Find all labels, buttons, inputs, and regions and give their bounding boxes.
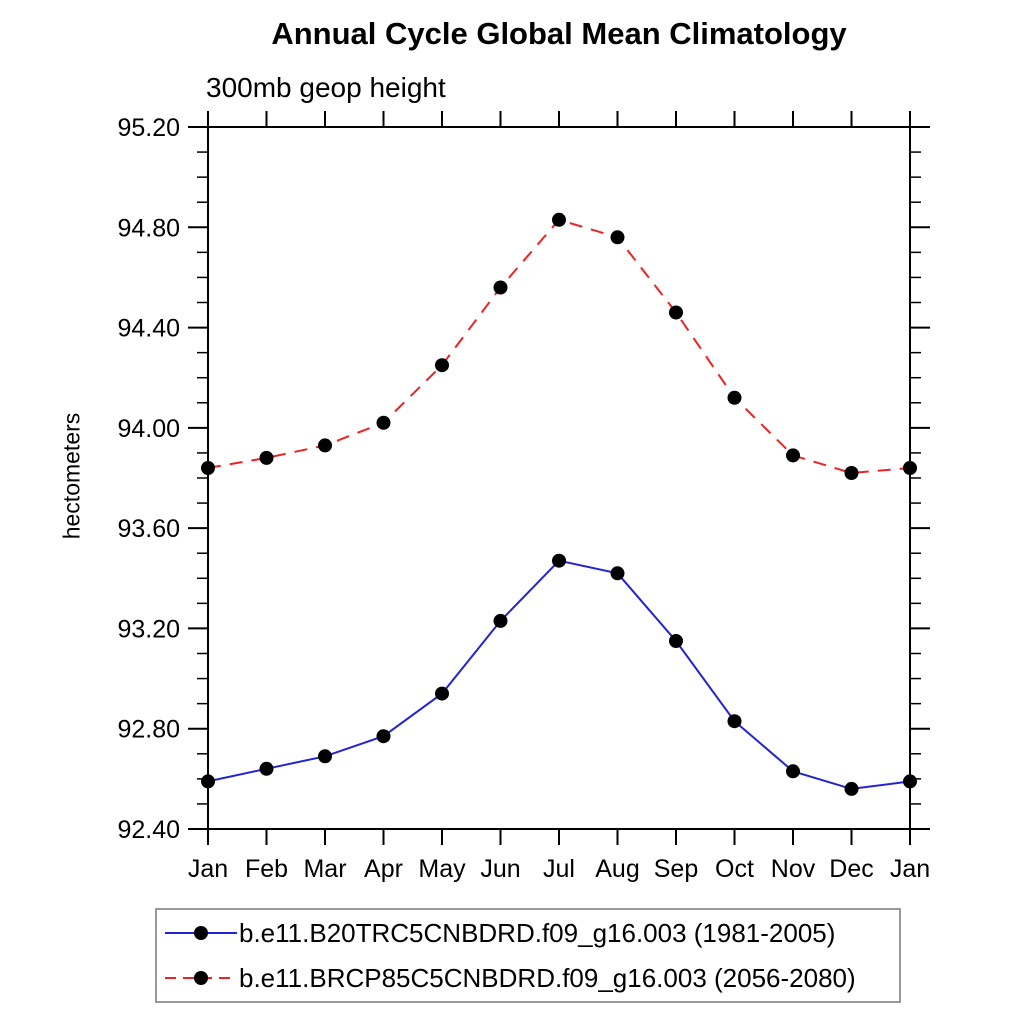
x-tick-label: Apr bbox=[364, 855, 403, 883]
x-tick-label: Jan bbox=[188, 855, 228, 883]
y-tick-label: 92.40 bbox=[117, 816, 180, 844]
data-point-marker-s1 bbox=[493, 280, 508, 295]
data-point-marker-s1 bbox=[201, 461, 215, 475]
data-point-marker-s0 bbox=[844, 781, 859, 796]
legend-marker-dot bbox=[194, 926, 208, 940]
y-tick-label: 94.80 bbox=[117, 214, 180, 242]
x-tick-label: Mar bbox=[303, 855, 346, 883]
data-point-marker-s0 bbox=[435, 686, 449, 701]
legend-label-historical: b.e11.B20TRC5CNBDRD.f09_g16.003 (1981-20… bbox=[239, 917, 836, 948]
legend-sample-solid-line bbox=[165, 926, 237, 940]
data-point-marker-s0 bbox=[493, 613, 508, 628]
legend-label-rcp85: b.e11.BRCP85C5CNBDRD.f09_g16.003 (2056-2… bbox=[239, 962, 856, 993]
data-point-marker-s0 bbox=[376, 729, 391, 744]
data-point-marker-s0 bbox=[786, 764, 800, 779]
y-tick-label: 95.20 bbox=[117, 114, 180, 142]
data-point-marker-s1 bbox=[903, 461, 917, 475]
y-tick-label: 94.00 bbox=[117, 415, 180, 443]
data-point-marker-s0 bbox=[552, 553, 566, 568]
y-tick-label: 94.40 bbox=[117, 315, 180, 343]
x-tick-label: May bbox=[418, 855, 466, 883]
x-tick-label: Jul bbox=[543, 855, 575, 883]
legend-entry-historical: b.e11.B20TRC5CNBDRD.f09_g16.003 (1981-20… bbox=[163, 911, 899, 955]
data-point-marker-s1 bbox=[318, 438, 332, 453]
data-point-marker-s0 bbox=[318, 749, 332, 764]
plot-frame bbox=[207, 126, 911, 830]
legend-marker-dot bbox=[194, 971, 208, 985]
data-point-marker-s0 bbox=[669, 634, 683, 648]
data-point-marker-s0 bbox=[727, 714, 742, 729]
data-point-marker-s1 bbox=[259, 450, 274, 465]
legend-box: b.e11.B20TRC5CNBDRD.f09_g16.003 (1981-20… bbox=[155, 908, 901, 1003]
legend-sample-dashed-line bbox=[165, 971, 237, 985]
legend-entry-rcp85: b.e11.BRCP85C5CNBDRD.f09_g16.003 (2056-2… bbox=[163, 956, 899, 1000]
chart-title: Annual Cycle Global Mean Climatology bbox=[271, 16, 847, 51]
y-tick-label: 93.20 bbox=[117, 615, 180, 643]
x-tick-label: Feb bbox=[245, 855, 288, 883]
data-point-marker-s0 bbox=[610, 566, 625, 581]
x-tick-label: Jun bbox=[480, 855, 520, 883]
data-point-marker-s1 bbox=[669, 305, 683, 320]
data-point-marker-s0 bbox=[259, 761, 274, 776]
series-line-0 bbox=[207, 559, 911, 790]
chart-subtitle: 300mb geop height bbox=[206, 72, 446, 103]
x-tick-label: Sep bbox=[654, 855, 698, 883]
x-tick-label: Dec bbox=[829, 855, 873, 883]
series-line-1 bbox=[207, 218, 911, 475]
y-tick-label: 92.80 bbox=[117, 716, 180, 744]
data-point-marker-s1 bbox=[435, 358, 449, 373]
y-tick-label: 93.60 bbox=[117, 515, 180, 543]
data-point-marker-s0 bbox=[903, 774, 917, 789]
x-tick-label: Jan bbox=[890, 855, 930, 883]
data-point-marker-s1 bbox=[844, 466, 859, 480]
x-tick-label: Oct bbox=[715, 855, 754, 883]
data-point-marker-s1 bbox=[786, 448, 800, 463]
data-point-marker-s1 bbox=[727, 390, 742, 405]
data-point-marker-s1 bbox=[552, 212, 566, 227]
data-point-marker-s1 bbox=[376, 415, 391, 430]
x-tick-label: Nov bbox=[771, 855, 816, 883]
x-tick-label: Aug bbox=[595, 855, 639, 883]
data-point-marker-s0 bbox=[201, 774, 215, 789]
data-point-marker-s1 bbox=[610, 230, 625, 245]
